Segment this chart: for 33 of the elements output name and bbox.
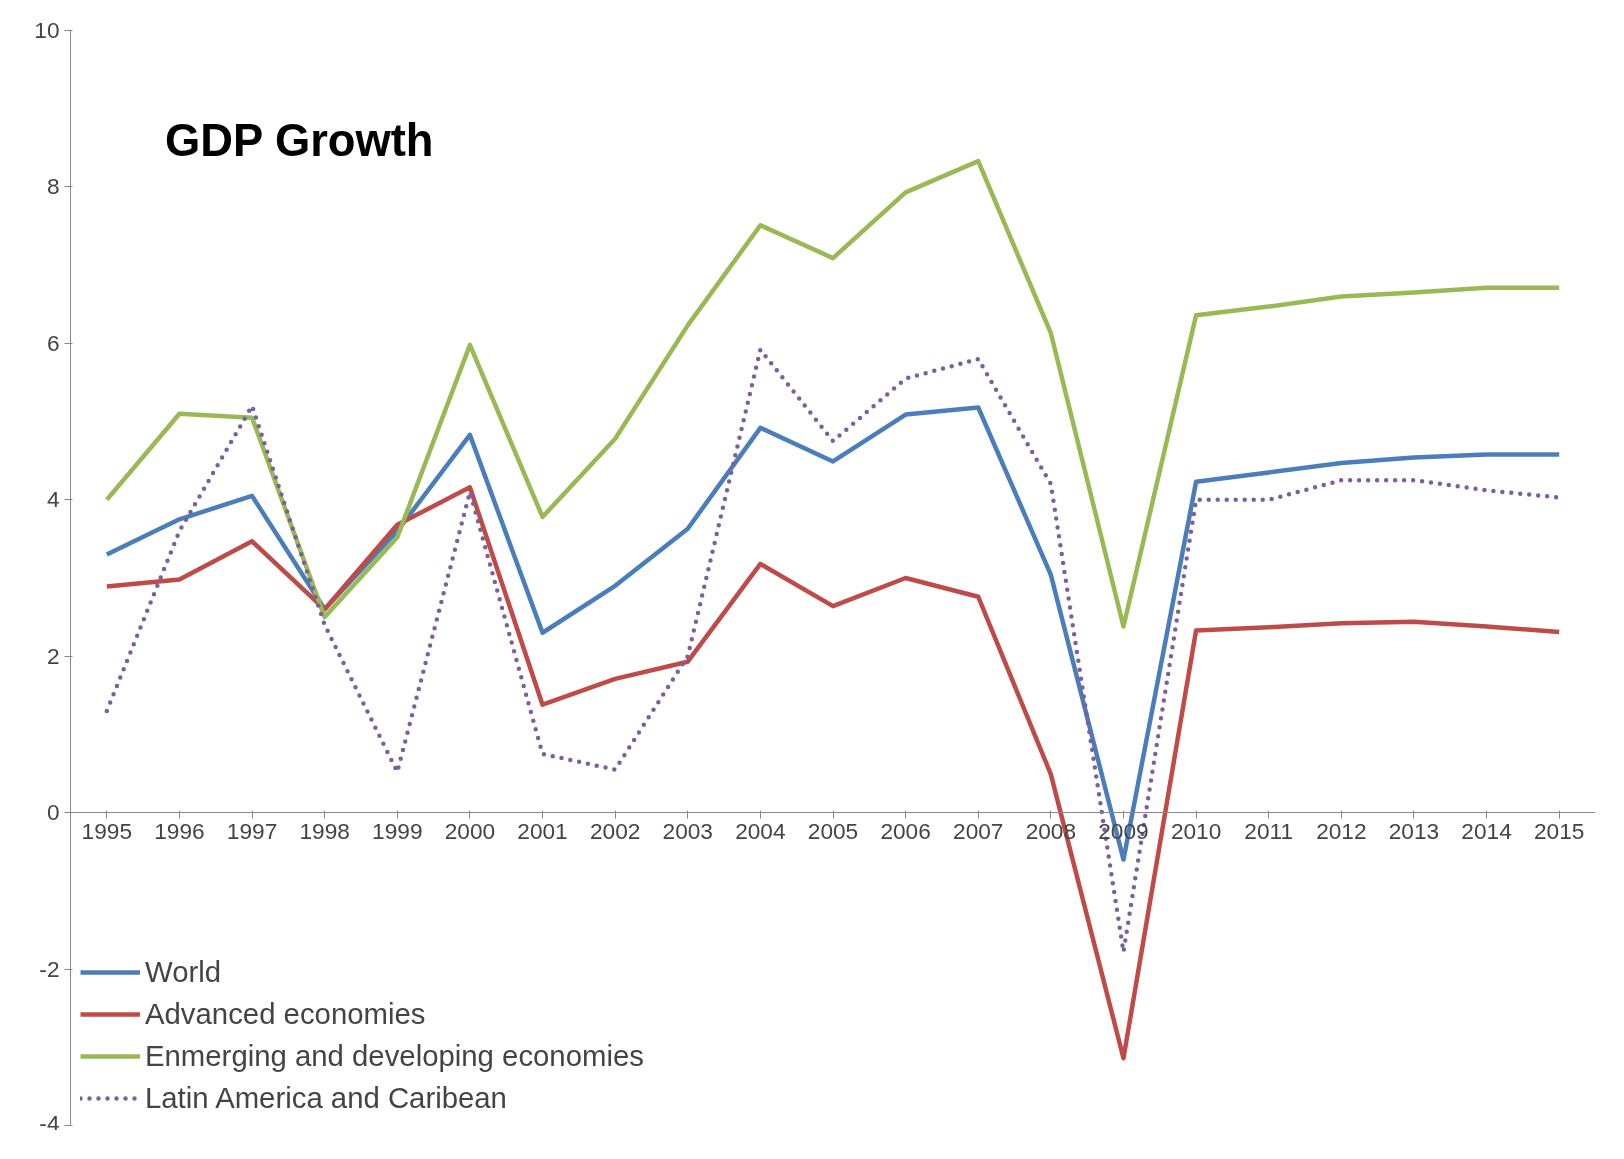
y-tick-label: 10 bbox=[34, 17, 60, 43]
x-tick-label: 2006 bbox=[880, 817, 931, 844]
x-tick-label: 2010 bbox=[1170, 817, 1222, 844]
legend-label: Advanced economies bbox=[145, 997, 426, 1031]
x-tick-label: 2007 bbox=[953, 817, 1004, 844]
y-tick-label: 6 bbox=[46, 329, 60, 356]
y-tick-label: 0 bbox=[46, 799, 60, 826]
x-tick-label: 2014 bbox=[1461, 817, 1512, 844]
x-tick-label: 2013 bbox=[1388, 817, 1440, 844]
y-tick-label: 4 bbox=[46, 486, 60, 513]
x-tick-label: 2004 bbox=[735, 817, 786, 844]
y-tick-label: 2 bbox=[46, 642, 60, 669]
x-tick-label: 2001 bbox=[517, 817, 568, 844]
x-tick-label: 1998 bbox=[299, 817, 350, 844]
legend-label: World bbox=[145, 955, 222, 989]
x-tick-label: 2015 bbox=[1533, 817, 1585, 844]
text: GDP Growth bbox=[164, 114, 434, 166]
x-tick-label: 2012 bbox=[1316, 817, 1367, 844]
x-tick-label: 2003 bbox=[662, 817, 713, 844]
x-tick-label: 2005 bbox=[807, 817, 859, 844]
x-tick-label: 1995 bbox=[81, 817, 133, 844]
x-tick-label: 1996 bbox=[154, 817, 205, 844]
legend-label: Enmerging and developing economies bbox=[145, 1039, 644, 1073]
x-tick-label: 2011 bbox=[1244, 817, 1294, 844]
y-tick-label: -4 bbox=[39, 1109, 60, 1136]
y-tick-label: 8 bbox=[46, 173, 60, 200]
line-series bbox=[104, 158, 1562, 629]
x-tick-label: 1999 bbox=[372, 817, 423, 844]
legend-label: Latin America and Caribean bbox=[145, 1081, 507, 1115]
y-tick-label: -2 bbox=[39, 955, 60, 982]
x-tick-label: 2000 bbox=[444, 817, 496, 844]
x-tick-label: 2002 bbox=[589, 817, 641, 844]
x-tick-label: 1997 bbox=[226, 817, 278, 844]
